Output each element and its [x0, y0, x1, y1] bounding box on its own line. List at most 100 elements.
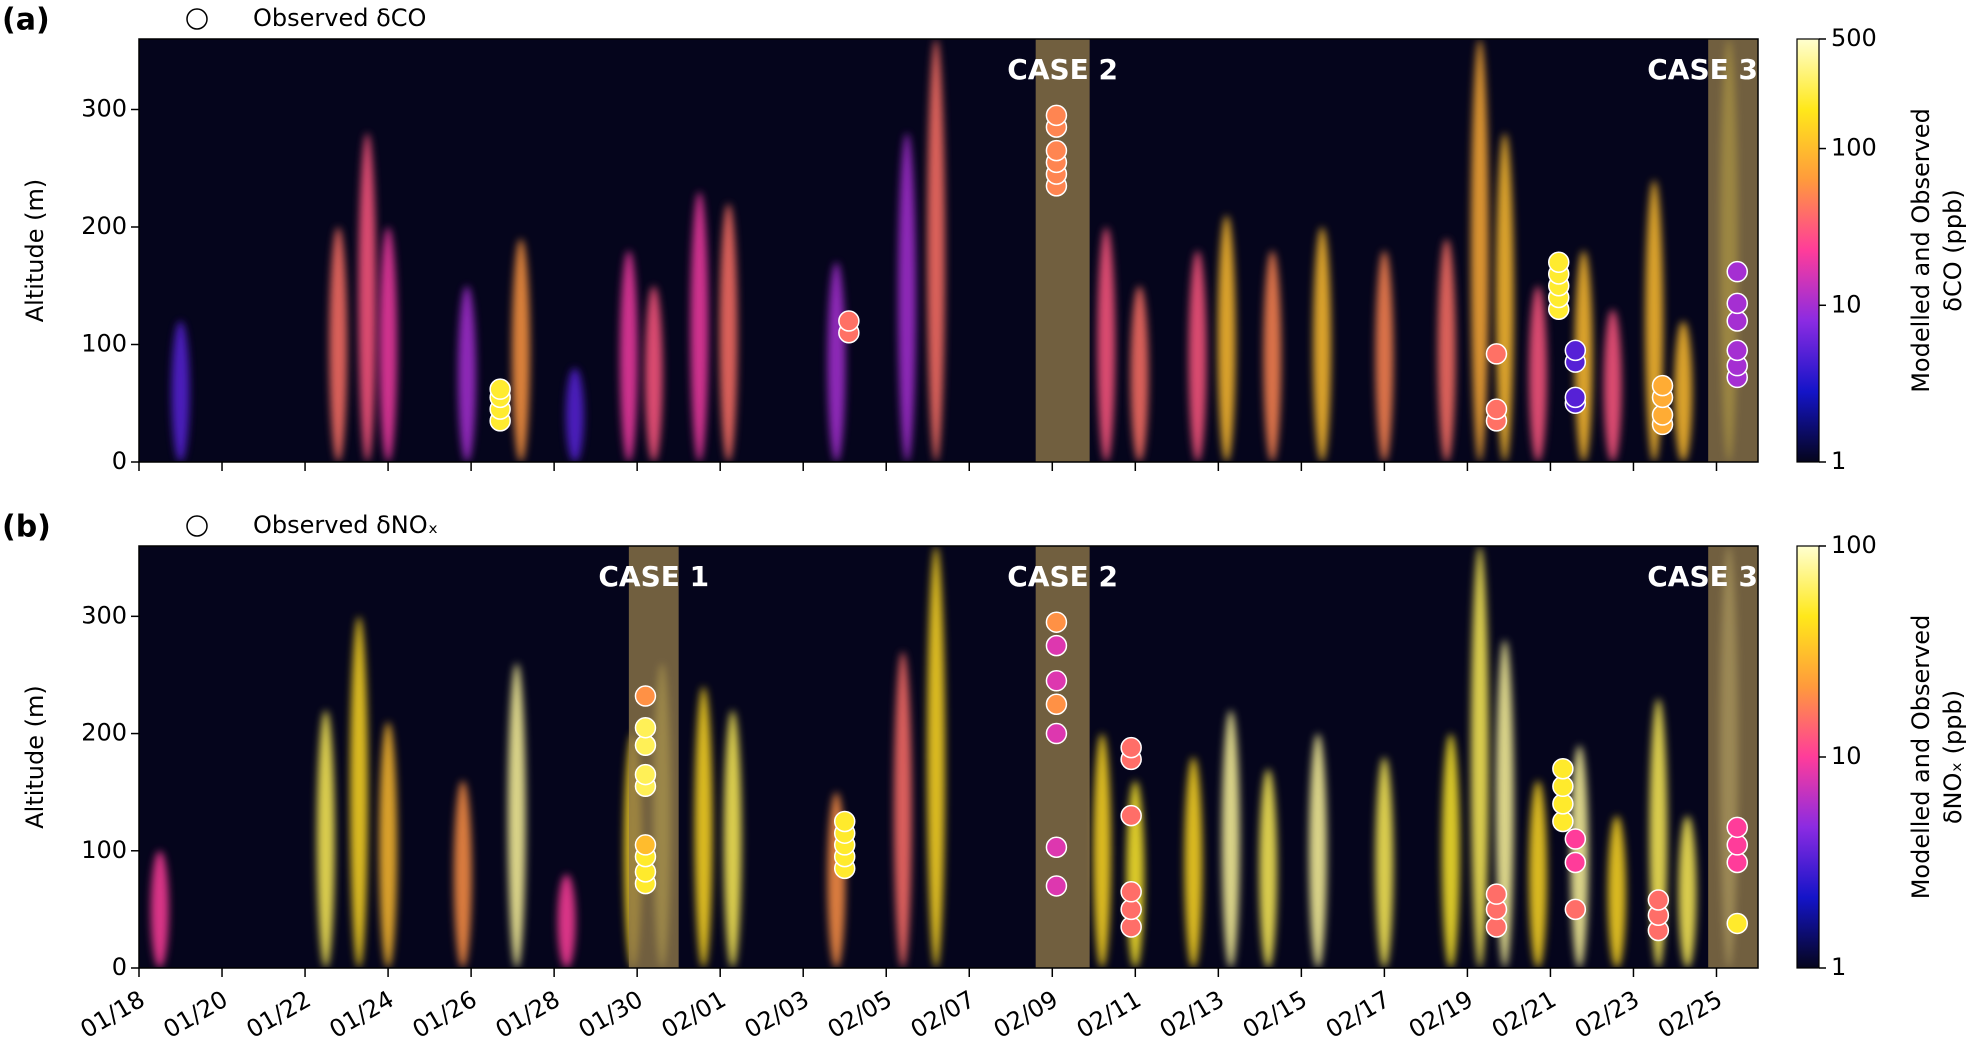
observation-point — [489, 378, 511, 400]
model-plume — [619, 250, 638, 462]
x-tick-label: 01/28 — [491, 985, 565, 1044]
y-axis-label: Altitude (m) — [21, 685, 49, 829]
model-plume — [358, 133, 377, 462]
colorbar-tick-label: 10 — [1831, 742, 1862, 770]
model-plume — [171, 321, 190, 462]
y-tick-label: 200 — [81, 719, 127, 747]
observation-point — [1045, 634, 1068, 657]
model-plume — [316, 710, 335, 968]
x-tick-label: 01/22 — [242, 985, 316, 1044]
observation-point — [1564, 898, 1587, 921]
model-plume — [511, 238, 530, 462]
model-plume — [1093, 733, 1112, 968]
observation-point — [634, 834, 657, 856]
observation-point — [1564, 851, 1587, 874]
colorbar-tick-label: 1 — [1831, 953, 1846, 981]
plot-area — [150, 546, 1758, 968]
y-tick-label: 0 — [112, 953, 127, 981]
model-plume — [644, 285, 663, 462]
observation-point — [1045, 611, 1068, 633]
x-tick-label: 02/25 — [1653, 985, 1727, 1044]
model-plume — [1130, 285, 1149, 462]
model-plume — [1607, 815, 1626, 968]
legend-marker — [186, 8, 208, 30]
x-tick-label: 02/17 — [1321, 985, 1395, 1044]
model-plume — [457, 285, 476, 462]
y-axis-label: Altitude (m) — [21, 179, 49, 323]
model-plume — [1188, 250, 1207, 462]
model-plume — [1674, 321, 1693, 462]
y-tick-label: 300 — [81, 601, 127, 629]
observation-point — [1651, 374, 1674, 397]
observation-point — [1564, 828, 1587, 850]
x-tick-label: 02/19 — [1404, 985, 1478, 1044]
model-plume — [927, 39, 946, 462]
x-tick-label: 02/03 — [740, 985, 814, 1044]
model-plume — [1263, 250, 1282, 462]
observation-point — [1726, 339, 1748, 362]
model-plume — [565, 368, 584, 462]
observation-point — [1120, 736, 1142, 759]
colorbar-label: δCO (ppb) — [1939, 189, 1967, 311]
x-tick-label: 02/01 — [657, 985, 731, 1044]
colorbar-tick-label: 1 — [1831, 447, 1846, 475]
model-plume — [927, 546, 946, 968]
x-tick-label: 02/23 — [1570, 985, 1644, 1044]
model-plume — [1313, 227, 1332, 462]
model-plume — [719, 203, 738, 462]
observation-point — [1726, 912, 1748, 935]
colorbar — [1796, 38, 1820, 463]
y-tick-label: 200 — [81, 212, 127, 240]
plot-frame — [138, 545, 1759, 969]
observation-point — [1564, 339, 1587, 362]
observation-point — [1045, 104, 1068, 127]
model-plume — [329, 227, 348, 462]
model-plume — [1470, 546, 1489, 968]
model-plume — [690, 191, 709, 462]
observation-point — [1045, 875, 1068, 897]
colorbar-tick-label: 10 — [1831, 290, 1862, 318]
model-plume — [1375, 757, 1394, 968]
x-tick-label: 02/07 — [906, 985, 980, 1044]
panel-label: (a) — [2, 3, 50, 38]
model-plume — [1097, 227, 1116, 462]
y-tick-label: 0 — [112, 447, 127, 475]
observation-point — [1120, 804, 1142, 827]
observation-point — [1045, 693, 1068, 715]
observation-point — [1045, 139, 1068, 162]
observation-point — [1726, 292, 1748, 315]
observation-point — [1120, 881, 1142, 903]
observation-point — [1485, 883, 1508, 905]
colorbar-tick-label: 100 — [1831, 134, 1877, 162]
x-tick-label: 01/30 — [574, 985, 648, 1044]
y-tick-label: 100 — [81, 330, 127, 358]
model-plume — [1217, 215, 1236, 462]
observation-point — [838, 310, 860, 332]
observation-point — [1045, 670, 1068, 692]
observation-point — [1726, 816, 1748, 839]
model-plume — [1441, 733, 1460, 968]
model-plume — [1678, 815, 1697, 968]
model-plume — [150, 850, 169, 968]
observation-point — [1552, 757, 1574, 780]
colorbar-label: δNOₓ (ppb) — [1939, 690, 1967, 824]
x-tick-label: 02/15 — [1238, 985, 1312, 1044]
legend-label: Observed δCO — [253, 4, 426, 32]
observation-point — [1564, 386, 1587, 409]
x-tick-label: 01/20 — [159, 985, 233, 1044]
model-plume — [557, 874, 576, 968]
x-tick-label: 02/09 — [989, 985, 1063, 1044]
observation-point — [1045, 722, 1068, 745]
x-tick-label: 02/21 — [1487, 985, 1561, 1044]
x-tick-label: 01/26 — [408, 985, 482, 1044]
model-plume — [1437, 238, 1456, 462]
model-plume — [1184, 757, 1203, 968]
colorbar-tick-label: 500 — [1831, 24, 1877, 52]
model-plume — [1221, 710, 1240, 968]
model-plume — [453, 780, 472, 968]
colorbar — [1796, 545, 1820, 969]
colorbar-label: Modelled and Observed — [1907, 108, 1935, 393]
case-label: CASE 2 — [1007, 53, 1118, 86]
model-plume — [893, 651, 912, 968]
